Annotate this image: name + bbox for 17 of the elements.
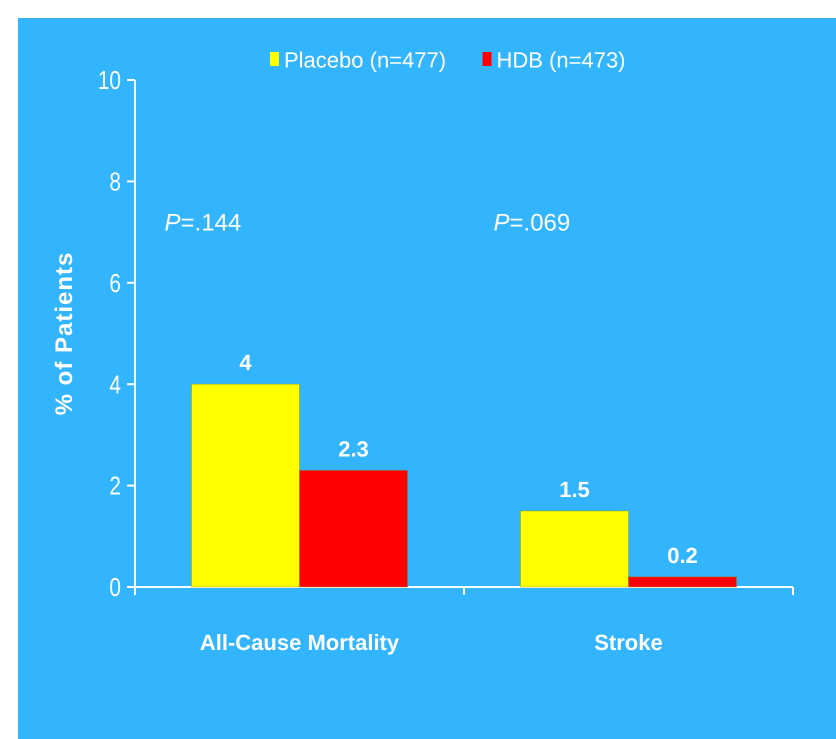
y-tick-label: 0	[109, 572, 121, 602]
legend-label: HDB (n=473)	[496, 48, 626, 73]
y-tick-label: 2	[109, 472, 121, 500]
data-label: 1.5	[559, 476, 590, 502]
x-tick-label: All-Cause Mortality	[200, 630, 400, 655]
y-tick-label: 6	[109, 268, 121, 298]
y-tick-label: 8	[109, 167, 121, 196]
x-tick-label: Stroke	[594, 630, 663, 655]
annotation: P=.069	[494, 209, 570, 236]
data-label: 2.3	[338, 436, 369, 462]
legend-label: Placebo (n=477)	[284, 48, 446, 73]
annotation: P=.144	[164, 209, 242, 236]
y-axis-title: % of Patients	[51, 252, 78, 416]
y-tick-label: 4	[109, 370, 121, 399]
data-label: 0.2	[667, 542, 698, 568]
data-label: 4	[239, 350, 252, 376]
y-tick-label: 10	[98, 66, 121, 95]
